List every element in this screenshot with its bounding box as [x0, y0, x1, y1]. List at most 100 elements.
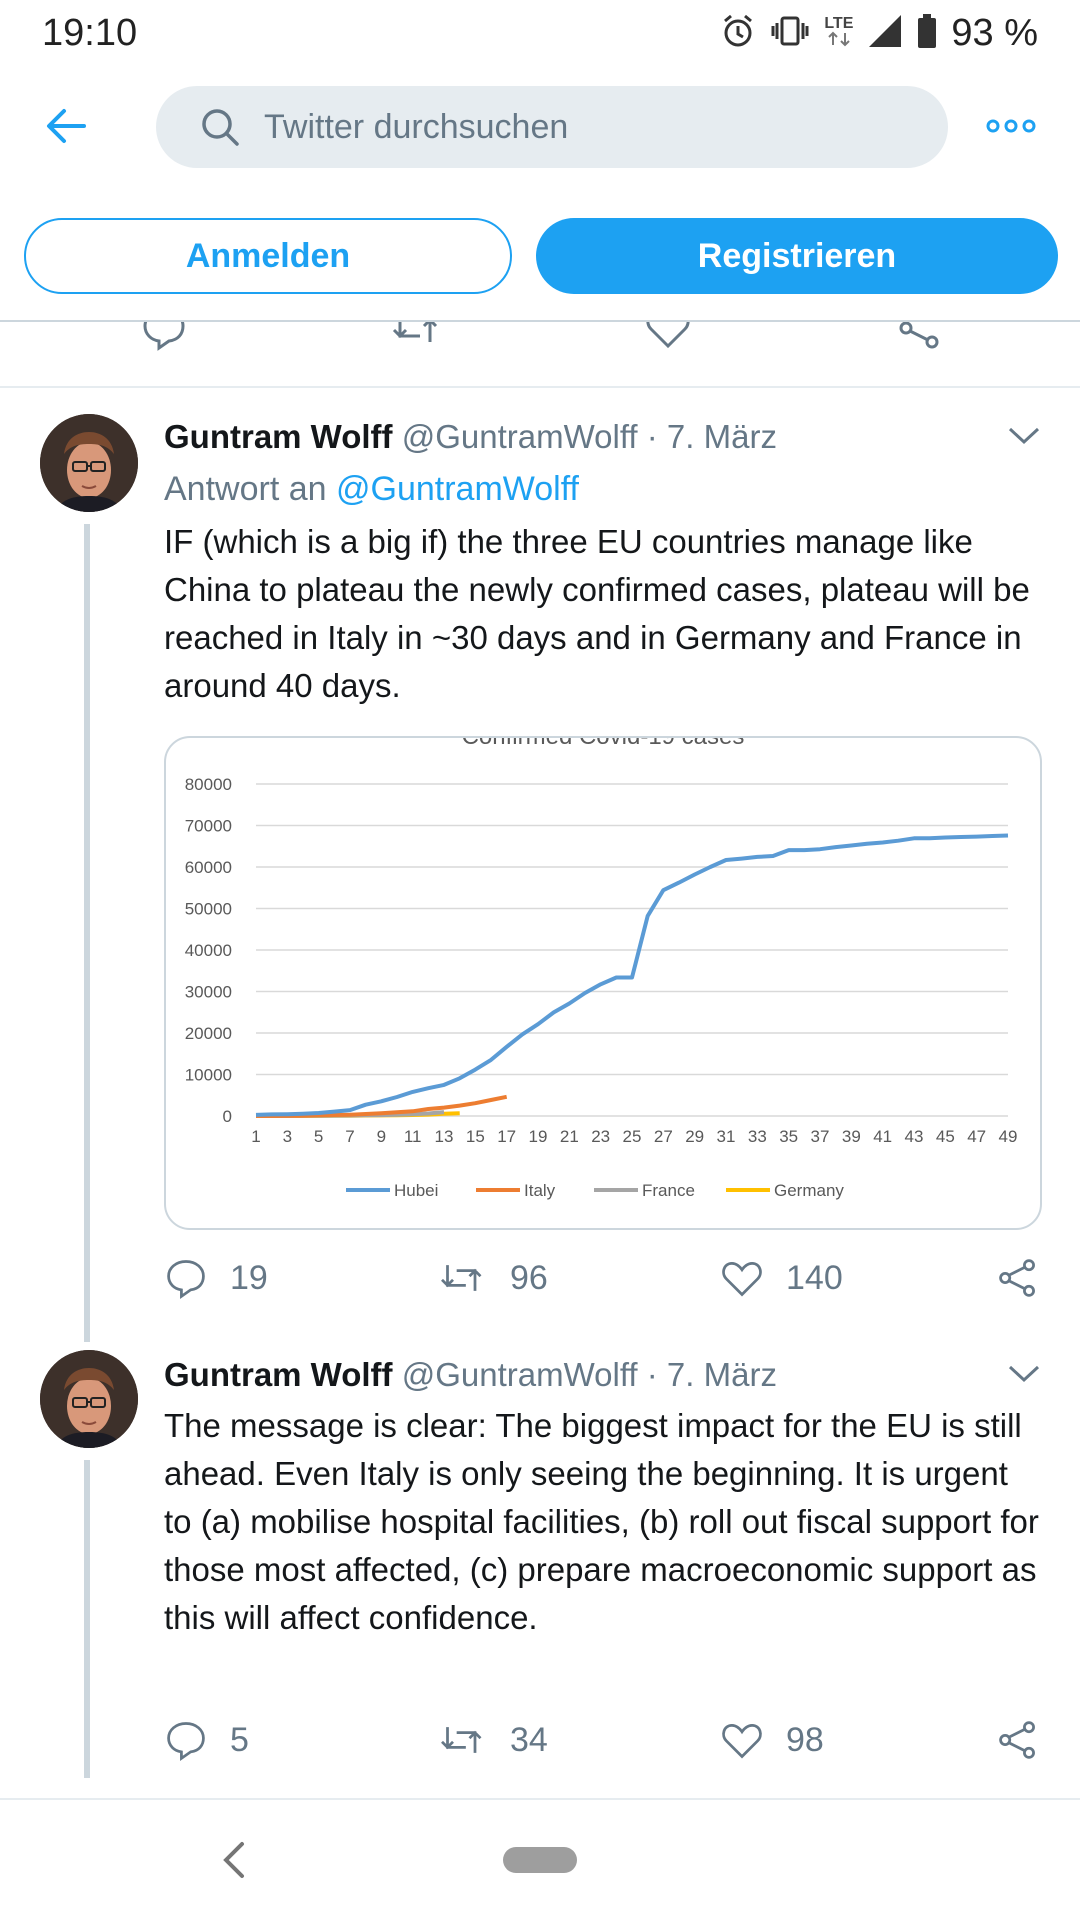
x-tick-label: 39	[842, 1127, 861, 1146]
avatar[interactable]	[40, 414, 138, 512]
y-tick-label: 0	[223, 1107, 232, 1126]
tweet-divider	[0, 386, 1080, 388]
retweet-icon[interactable]	[392, 322, 444, 352]
x-tick-label: 5	[314, 1127, 323, 1146]
back-button[interactable]	[36, 96, 96, 156]
profile-photo	[40, 414, 138, 512]
system-nav-bar	[0, 1798, 1080, 1920]
tweet-actions: 5 34 98	[164, 1710, 1044, 1770]
like-icon	[722, 1261, 762, 1297]
signal-icon	[867, 13, 903, 54]
retweet-button[interactable]: 34	[440, 1710, 548, 1770]
share-icon[interactable]	[896, 322, 944, 352]
retweet-icon	[441, 1265, 482, 1291]
author-name[interactable]: Guntram Wolff	[164, 1356, 393, 1393]
x-tick-label: 37	[811, 1127, 830, 1146]
x-tick-label: 35	[779, 1127, 798, 1146]
status-time: 19:10	[42, 12, 138, 54]
search-input[interactable]	[264, 107, 864, 147]
meta-separator: ·	[646, 1356, 658, 1393]
reply-icon	[167, 1260, 205, 1299]
chart-image[interactable]: Confirmed Covid-19 cases 80000 70000 60000 5…	[164, 736, 1042, 1230]
login-button[interactable]: Anmelden	[24, 218, 512, 294]
chart-title: Confirmed Covid-19 cases	[462, 738, 745, 750]
x-tick-label: 27	[654, 1127, 673, 1146]
author-handle[interactable]: @GuntramWolff	[401, 1356, 638, 1393]
tweet-actions: 19 96 140	[164, 1248, 1044, 1308]
reply-button[interactable]: 5	[164, 1710, 249, 1770]
nav-back-icon[interactable]	[214, 1838, 254, 1882]
series-line-hubei	[255, 833, 1009, 1117]
x-tick-label: 17	[497, 1127, 516, 1146]
chevron-down-icon[interactable]	[1004, 1358, 1044, 1388]
x-tick-label: 23	[591, 1127, 610, 1146]
like-count: 98	[786, 1720, 824, 1759]
back-arrow-icon	[47, 109, 86, 143]
register-button[interactable]: Registrieren	[536, 218, 1058, 294]
reply-count: 5	[230, 1720, 249, 1759]
tweet-date[interactable]: 7. März	[666, 418, 777, 455]
legend-label: Hubei	[394, 1181, 438, 1200]
like-button[interactable]: 140	[720, 1248, 843, 1308]
share-button[interactable]	[996, 1248, 1040, 1308]
reply-count: 19	[230, 1258, 268, 1297]
y-tick-label: 80000	[185, 775, 232, 794]
x-tick-label: 9	[377, 1127, 386, 1146]
reply-handle-link[interactable]: @GuntramWolff	[335, 470, 579, 508]
x-tick-label: 7	[345, 1127, 354, 1146]
tweet-date[interactable]: 7. März	[666, 1356, 777, 1393]
share-button[interactable]	[996, 1710, 1040, 1770]
share-icon	[999, 1721, 1035, 1759]
lte-icon: LTE	[824, 14, 854, 50]
thread-line	[84, 524, 90, 1342]
chevron-down-icon[interactable]	[1004, 420, 1044, 450]
previous-tweet-actions	[0, 322, 1080, 354]
x-tick-label: 15	[466, 1127, 485, 1146]
x-tick-label: 33	[748, 1127, 767, 1146]
x-tick-label: 47	[967, 1127, 986, 1146]
tweet-header: Guntram Wolff @GuntramWolff · 7. März	[164, 1356, 777, 1394]
like-icon	[722, 1723, 762, 1759]
retweet-icon	[441, 1727, 482, 1753]
x-tick-label: 11	[404, 1127, 422, 1146]
network-label: LTE	[824, 14, 854, 32]
x-tick-label: 43	[905, 1127, 924, 1146]
author-name[interactable]: Guntram Wolff	[164, 418, 393, 455]
reply-icon[interactable]	[140, 322, 188, 352]
more-icon	[986, 119, 1036, 133]
x-tick-label: 1	[251, 1127, 260, 1146]
share-icon	[999, 1259, 1035, 1297]
legend-label: Germany	[774, 1181, 844, 1200]
x-tick-label: 49	[999, 1127, 1018, 1146]
more-button[interactable]	[980, 106, 1042, 146]
avatar[interactable]	[40, 1350, 138, 1448]
y-tick-label: 20000	[185, 1024, 232, 1043]
vibrate-icon	[770, 13, 810, 54]
like-button[interactable]: 98	[720, 1710, 824, 1770]
y-tick-label: 60000	[185, 858, 232, 877]
x-tick-label: 31	[717, 1127, 736, 1146]
like-count: 140	[786, 1258, 843, 1297]
tweet-header: Guntram Wolff @GuntramWolff · 7. März	[164, 418, 777, 456]
reply-button[interactable]: 19	[164, 1248, 268, 1308]
nav-home-pill[interactable]	[503, 1847, 577, 1873]
x-tick-label: 21	[560, 1127, 579, 1146]
y-tick-label: 40000	[185, 941, 232, 960]
x-tick-label: 13	[435, 1127, 454, 1146]
x-tick-label: 45	[936, 1127, 955, 1146]
thread-line	[84, 1460, 90, 1778]
x-tick-label: 41	[873, 1127, 892, 1146]
legend-label: France	[642, 1181, 695, 1200]
status-icons: LTE 93 %	[720, 10, 1038, 56]
y-tick-label: 70000	[185, 817, 232, 836]
author-handle[interactable]: @GuntramWolff	[401, 418, 638, 455]
battery-icon	[917, 13, 937, 54]
search-icon	[202, 109, 239, 146]
tweet-text: IF (which is a big if) the three EU coun…	[164, 523, 1030, 704]
search-bar[interactable]	[156, 86, 948, 168]
profile-photo	[40, 1350, 138, 1448]
retweet-button[interactable]: 96	[440, 1248, 548, 1308]
like-icon[interactable]	[644, 322, 692, 352]
meta-separator: ·	[646, 418, 658, 455]
battery-percent: 93 %	[951, 11, 1038, 54]
